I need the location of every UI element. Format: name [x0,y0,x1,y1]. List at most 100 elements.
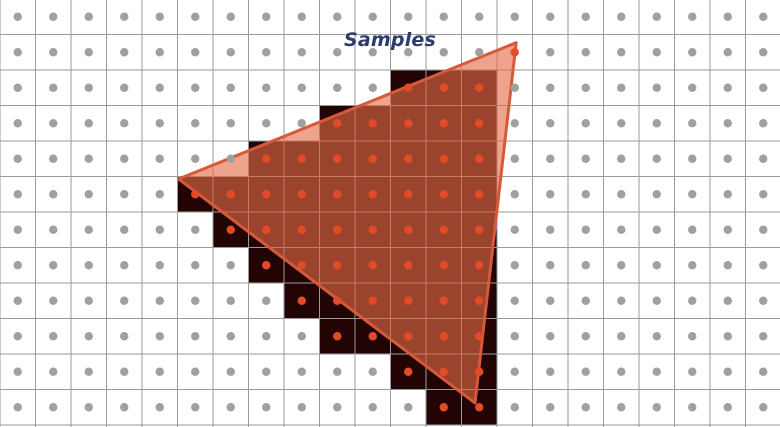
sample-point [84,225,93,234]
sample-point-covered [368,190,377,199]
sample-point [49,190,58,199]
sample-point [13,261,22,270]
sample-point [368,367,377,376]
sample-point [759,225,768,234]
sample-point [49,12,58,21]
sample-point [759,403,768,412]
sample-point [13,83,22,92]
sample-point [120,154,129,163]
sample-point [49,296,58,305]
sample-point-covered [510,48,519,57]
sample-point-covered [475,225,484,234]
sample-point [581,83,590,92]
sample-point [13,190,22,199]
sample-point-covered [475,83,484,92]
sample-point [759,119,768,128]
sample-point [120,225,129,234]
sample-point [475,48,484,57]
sample-point-covered [475,119,484,128]
sample-point-covered [439,367,448,376]
sample-point [546,296,555,305]
sample-point [368,48,377,57]
sample-point [581,403,590,412]
sample-point-covered [262,154,271,163]
sample-point [759,296,768,305]
sample-point [546,119,555,128]
sample-point-covered [439,190,448,199]
sample-point [13,119,22,128]
sample-point [191,48,200,57]
sample-point [49,403,58,412]
sample-point-covered [333,154,342,163]
sample-point [617,154,626,163]
sample-point-covered [439,332,448,341]
sample-point [652,296,661,305]
sample-point [581,296,590,305]
sample-point [191,261,200,270]
sample-point [49,154,58,163]
sample-point [688,403,697,412]
sample-point-covered [333,225,342,234]
sample-point [652,12,661,21]
sample-point [297,48,306,57]
sample-point [84,367,93,376]
sample-point-covered [439,296,448,305]
sample-point-covered [297,154,306,163]
sample-point [262,48,271,57]
sample-point [120,261,129,270]
sample-point-covered [439,403,448,412]
sample-point [759,12,768,21]
sample-point [688,190,697,199]
sample-point-covered [333,119,342,128]
sample-point [155,119,164,128]
sample-point [120,190,129,199]
sample-point [439,12,448,21]
sample-point [84,296,93,305]
sample-point [84,12,93,21]
sample-point [652,154,661,163]
sample-point-covered [475,261,484,270]
sample-point [49,332,58,341]
sample-point [49,367,58,376]
sample-point [226,48,235,57]
sample-point [617,367,626,376]
sample-point [688,48,697,57]
sample-point [49,83,58,92]
sample-point [510,83,519,92]
sample-point [404,403,413,412]
sample-point [191,12,200,21]
sample-point [510,190,519,199]
sample-point [759,48,768,57]
sample-point [333,367,342,376]
sample-point [13,154,22,163]
sample-point [617,296,626,305]
sample-point-covered [368,119,377,128]
sample-point [439,48,448,57]
sample-point [581,48,590,57]
sample-point [617,119,626,128]
sample-point [226,83,235,92]
sample-point [510,225,519,234]
sample-point [546,12,555,21]
sample-point [226,154,235,163]
sample-point [226,12,235,21]
sample-point [688,12,697,21]
sample-point [546,403,555,412]
sample-point [155,190,164,199]
sample-point [688,296,697,305]
sample-point [617,403,626,412]
sample-point [49,48,58,57]
sample-point [652,48,661,57]
sample-point [191,296,200,305]
sample-point-covered [404,83,413,92]
sample-point [155,332,164,341]
sample-point [546,225,555,234]
sample-point-covered [475,296,484,305]
sample-point [617,12,626,21]
sample-point [688,225,697,234]
sample-point-covered [262,261,271,270]
sample-point [546,48,555,57]
sample-point [581,190,590,199]
sample-point [13,12,22,21]
sample-point [546,332,555,341]
